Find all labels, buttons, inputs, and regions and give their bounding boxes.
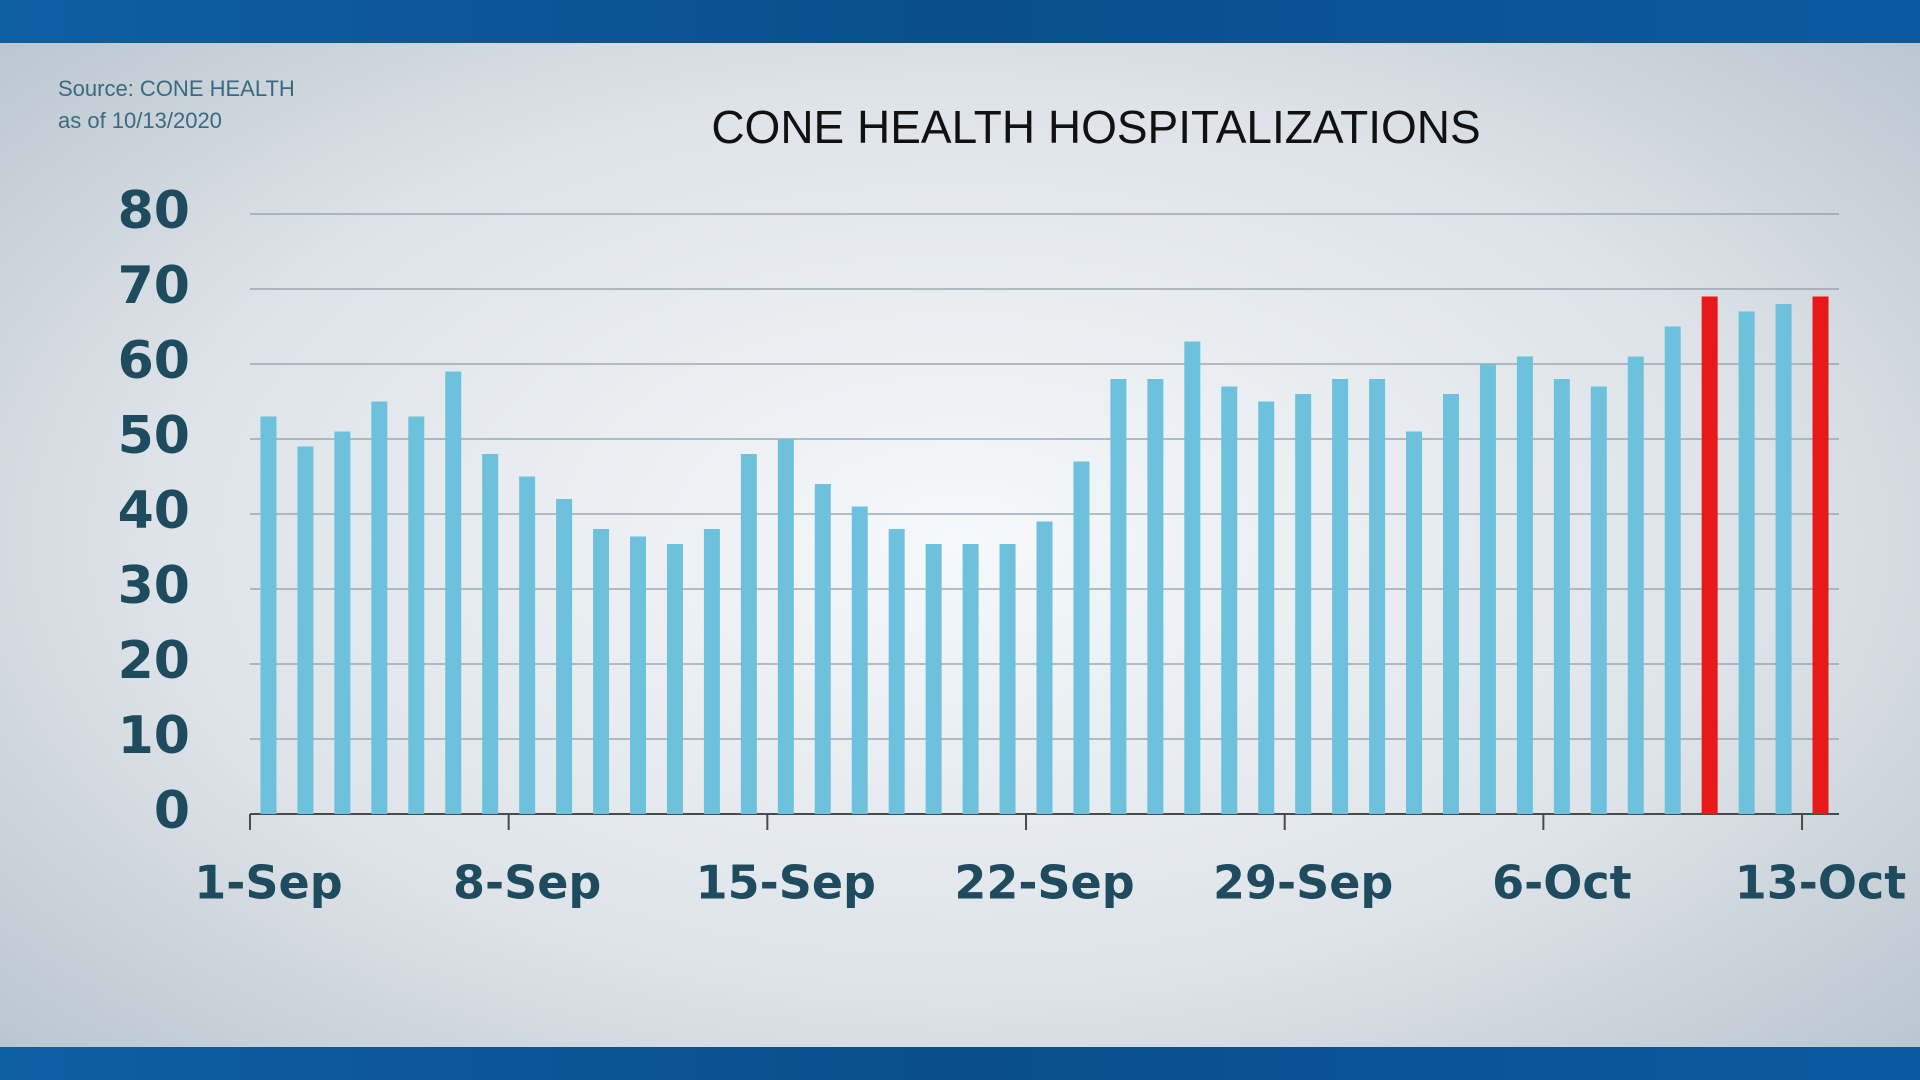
bar xyxy=(1073,461,1090,814)
x-tick-label: 1-Sep xyxy=(194,856,342,910)
bar xyxy=(851,506,868,814)
bar xyxy=(1332,379,1349,814)
as-of: as of 10/13/2020 xyxy=(58,108,222,133)
bar xyxy=(1553,379,1570,814)
bar xyxy=(593,529,610,814)
bottom-banner xyxy=(0,1047,1920,1080)
bar xyxy=(1036,521,1053,814)
y-tick-label: 80 xyxy=(118,181,190,241)
bar xyxy=(1590,386,1607,814)
bar xyxy=(1221,386,1238,814)
bar xyxy=(408,416,425,814)
bar xyxy=(1442,394,1459,814)
y-tick-label: 70 xyxy=(118,256,190,316)
bar xyxy=(1738,311,1755,814)
source: Source: CONE HEALTH xyxy=(58,76,295,101)
x-tick-label: 6-Oct xyxy=(1492,856,1631,910)
y-tick-label: 50 xyxy=(118,406,190,466)
bar xyxy=(1664,326,1681,814)
bar xyxy=(703,529,720,814)
bar xyxy=(297,446,314,814)
bar xyxy=(925,544,942,814)
chart-title: CONE HEALTH HOSPITALIZATIONS xyxy=(711,101,1480,153)
y-tick-label: 60 xyxy=(118,331,190,391)
bar xyxy=(1147,379,1164,814)
x-tick-label: 13-Oct xyxy=(1735,856,1906,910)
y-tick-label: 20 xyxy=(118,631,190,691)
y-tick-label: 30 xyxy=(118,556,190,616)
bar xyxy=(445,371,462,814)
bar xyxy=(260,416,277,814)
bar xyxy=(1369,379,1386,814)
bar xyxy=(334,431,351,814)
bar xyxy=(777,439,794,814)
bar xyxy=(1406,431,1423,814)
top-banner xyxy=(0,0,1920,43)
bar xyxy=(1184,341,1201,814)
x-tick-label: 8-Sep xyxy=(453,856,601,910)
bar xyxy=(482,454,499,814)
bar xyxy=(519,476,536,814)
x-tick-label: 29-Sep xyxy=(1213,856,1393,910)
bar xyxy=(556,499,573,814)
bar xyxy=(740,454,757,814)
y-tick-label: 0 xyxy=(154,781,190,841)
bar xyxy=(888,529,905,814)
bar xyxy=(371,401,388,814)
bar xyxy=(1812,296,1829,814)
bar xyxy=(1701,296,1718,814)
bar xyxy=(1516,356,1533,814)
bar xyxy=(814,484,831,814)
bar xyxy=(1627,356,1644,814)
y-tick-label: 10 xyxy=(118,706,190,766)
bar xyxy=(666,544,683,814)
bar xyxy=(1775,304,1792,814)
x-tick-label: 22-Sep xyxy=(954,856,1134,910)
bar xyxy=(1258,401,1275,814)
x-tick-label: 15-Sep xyxy=(696,856,876,910)
bar xyxy=(1479,364,1496,814)
bar xyxy=(630,536,647,814)
bar xyxy=(962,544,979,814)
bar xyxy=(1110,379,1127,814)
bar xyxy=(1295,394,1312,814)
bar xyxy=(999,544,1016,814)
y-tick-label: 40 xyxy=(118,481,190,541)
